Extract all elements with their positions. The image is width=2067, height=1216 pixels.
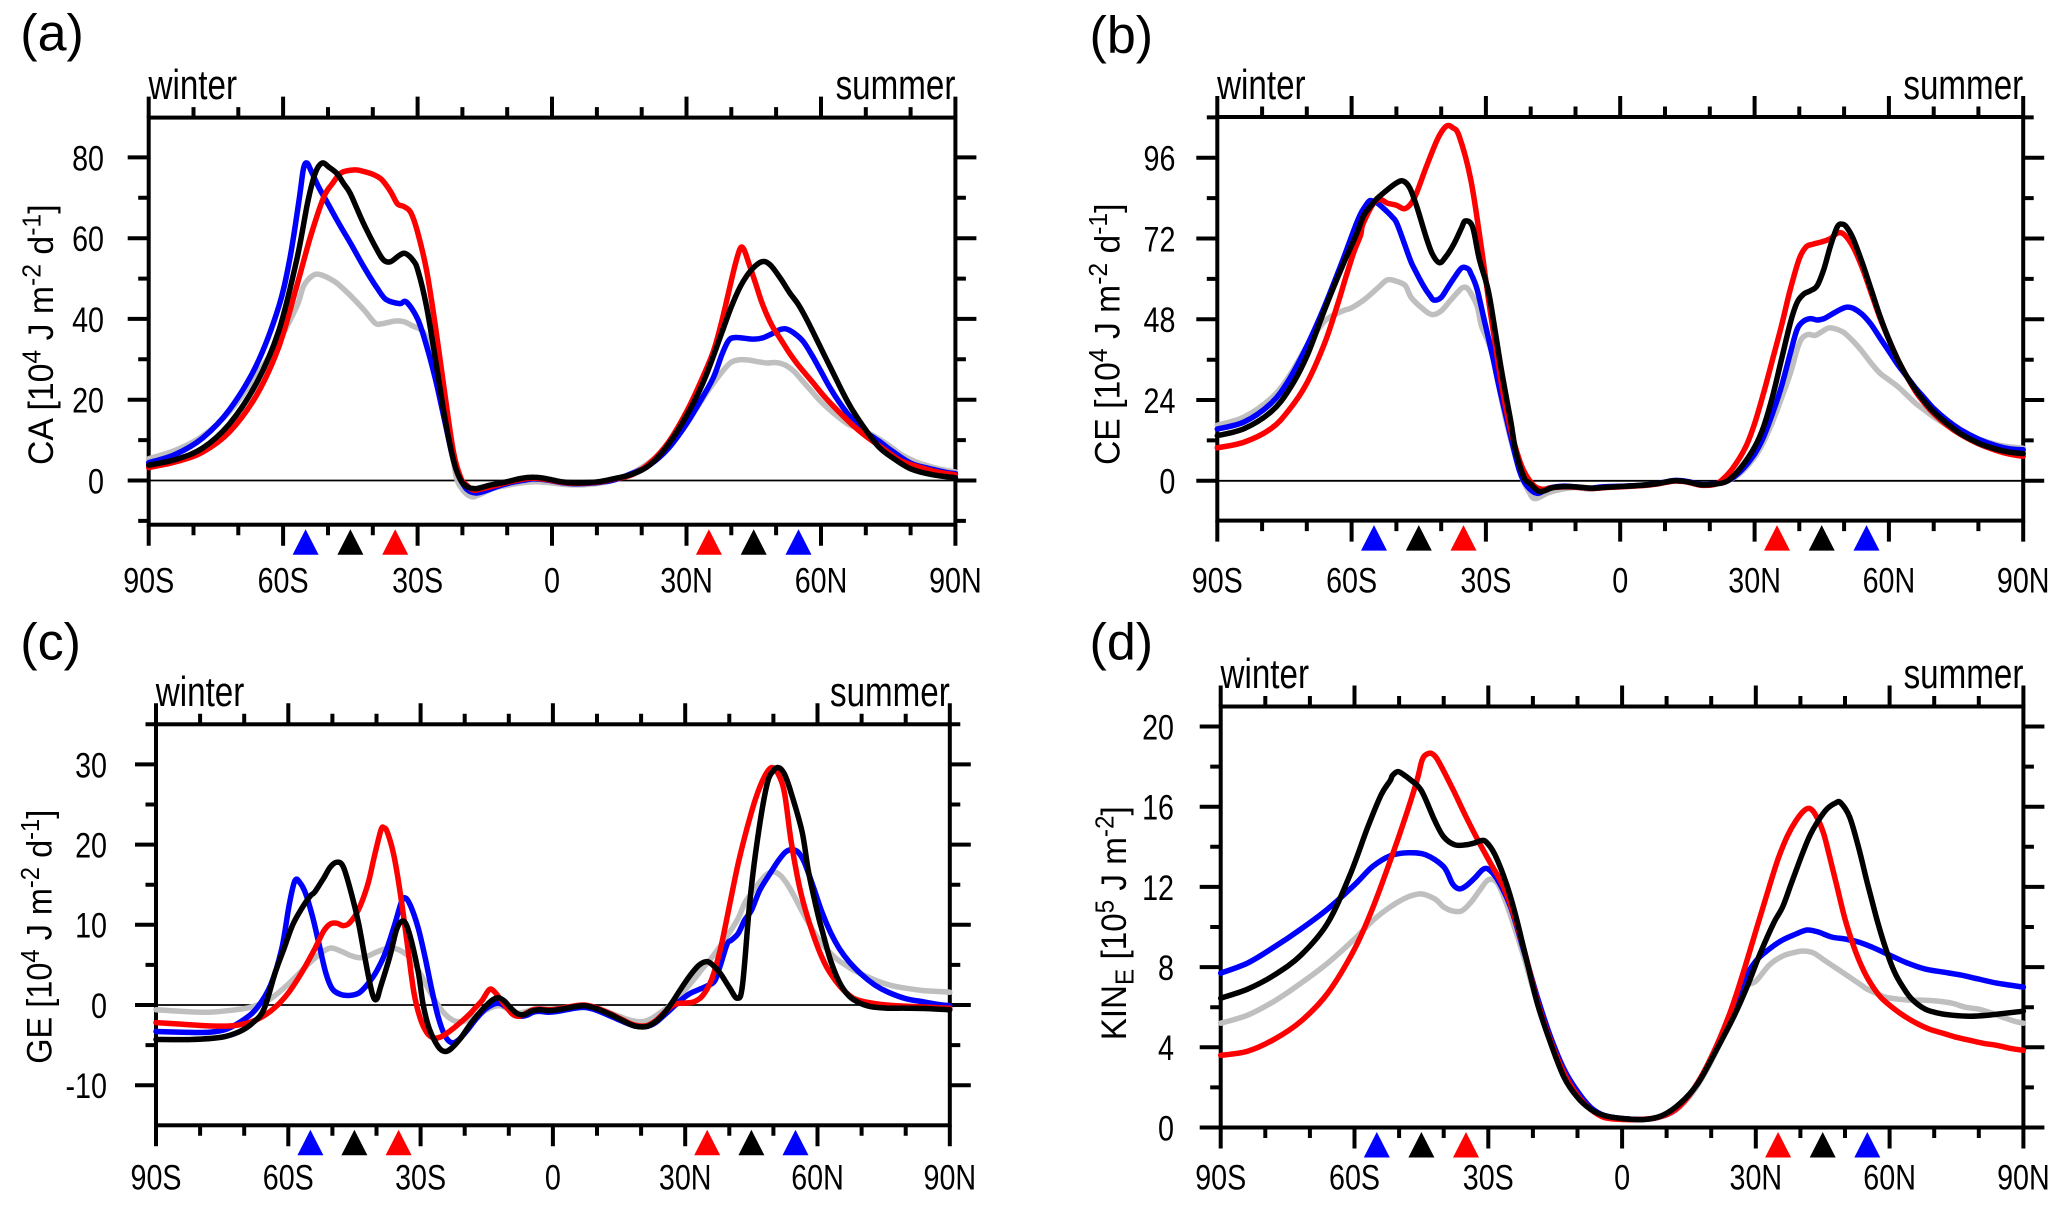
svg-text:-10: -10 [66, 1066, 108, 1106]
svg-text:0: 0 [91, 986, 107, 1026]
svg-text:90S: 90S [1192, 561, 1243, 601]
svg-text:90N: 90N [1997, 561, 2050, 601]
svg-text:]: ] [1094, 806, 1134, 815]
svg-text:J m: J m [21, 286, 61, 340]
svg-text:CA [10: CA [10 [21, 364, 61, 465]
svg-text:90S: 90S [131, 1158, 182, 1198]
svg-text:5: 5 [1090, 900, 1120, 914]
svg-text:GE [10: GE [10 [20, 963, 60, 1064]
svg-text:0: 0 [88, 461, 104, 501]
svg-text:(a): (a) [20, 5, 84, 63]
svg-text:d: d [1088, 235, 1128, 254]
svg-text:24: 24 [1144, 381, 1176, 421]
svg-text:CE [10: CE [10 [1088, 362, 1128, 465]
svg-text:80: 80 [72, 138, 104, 178]
svg-text:4: 4 [1083, 348, 1113, 362]
svg-text:30N: 30N [660, 561, 713, 601]
svg-text:]: ] [1088, 204, 1128, 213]
svg-text:4: 4 [1158, 1028, 1174, 1068]
svg-text:90N: 90N [1997, 1158, 2050, 1198]
svg-text:-2: -2 [1090, 816, 1120, 838]
svg-text:20: 20 [1142, 707, 1174, 747]
svg-text:60S: 60S [258, 561, 309, 601]
svg-text:-2: -2 [15, 867, 45, 888]
svg-text:30S: 30S [395, 1158, 446, 1198]
svg-text:(b): (b) [1090, 7, 1154, 65]
svg-text:0: 0 [544, 561, 560, 601]
svg-text:-2: -2 [1083, 263, 1113, 285]
svg-text:KIN: KIN [1094, 985, 1134, 1040]
svg-text:60N: 60N [795, 561, 848, 601]
svg-text:winter: winter [1220, 650, 1309, 697]
svg-text:30N: 30N [659, 1158, 712, 1198]
svg-text:d: d [20, 840, 60, 858]
svg-text:J m: J m [20, 888, 60, 940]
svg-text:4: 4 [17, 350, 47, 364]
svg-text:winter: winter [1216, 61, 1305, 108]
svg-text:40: 40 [72, 300, 104, 340]
svg-text:winter: winter [148, 61, 237, 108]
svg-text:(d): (d) [1090, 614, 1154, 672]
svg-text:summer: summer [1903, 61, 2023, 108]
svg-text:0: 0 [1612, 561, 1628, 601]
svg-text:60N: 60N [1863, 1158, 1916, 1198]
svg-text:0: 0 [1158, 1108, 1174, 1148]
svg-text:E: E [1110, 969, 1140, 985]
svg-text:60N: 60N [791, 1158, 844, 1198]
svg-text:winter: winter [155, 668, 244, 715]
svg-text:60S: 60S [263, 1158, 314, 1198]
svg-text:4: 4 [15, 949, 45, 962]
svg-text:-1: -1 [1083, 213, 1113, 235]
svg-text:60S: 60S [1326, 561, 1377, 601]
svg-text:20: 20 [75, 826, 107, 866]
svg-text:12: 12 [1142, 868, 1174, 908]
svg-text:summer: summer [830, 668, 950, 715]
svg-text:-1: -1 [17, 214, 47, 236]
svg-text:30N: 30N [1730, 1158, 1783, 1198]
svg-text:J m: J m [1088, 285, 1128, 339]
svg-text:-2: -2 [17, 264, 47, 286]
svg-text:96: 96 [1144, 139, 1176, 179]
svg-text:30S: 30S [392, 561, 443, 601]
svg-text:d: d [21, 236, 61, 255]
svg-text:-1: -1 [15, 819, 45, 840]
svg-text:60S: 60S [1329, 1158, 1380, 1198]
svg-text:summer: summer [836, 61, 956, 108]
svg-text:]: ] [21, 204, 61, 213]
svg-text:60N: 60N [1863, 561, 1916, 601]
svg-text:]: ] [20, 810, 60, 819]
svg-text:8: 8 [1158, 948, 1174, 988]
svg-text:20: 20 [72, 381, 104, 421]
svg-text:30S: 30S [1460, 561, 1511, 601]
svg-text:90N: 90N [929, 561, 982, 601]
svg-text:90S: 90S [1195, 1158, 1246, 1198]
svg-text:0: 0 [1159, 462, 1175, 502]
svg-text:48: 48 [1144, 300, 1176, 340]
svg-text:30: 30 [75, 745, 107, 785]
svg-text:72: 72 [1144, 219, 1176, 259]
svg-text:16: 16 [1142, 788, 1174, 828]
svg-text:summer: summer [1904, 650, 2024, 697]
svg-text:0: 0 [545, 1158, 561, 1198]
svg-text:[10: [10 [1094, 913, 1134, 959]
svg-text:(c): (c) [20, 614, 81, 672]
svg-text:J m: J m [1094, 837, 1134, 891]
svg-text:0: 0 [1614, 1158, 1630, 1198]
svg-text:10: 10 [75, 906, 107, 946]
svg-text:90S: 90S [123, 561, 174, 601]
svg-text:90N: 90N [924, 1158, 977, 1198]
svg-text:30N: 30N [1728, 561, 1781, 601]
svg-text:60: 60 [72, 219, 104, 259]
svg-text:30S: 30S [1463, 1158, 1514, 1198]
